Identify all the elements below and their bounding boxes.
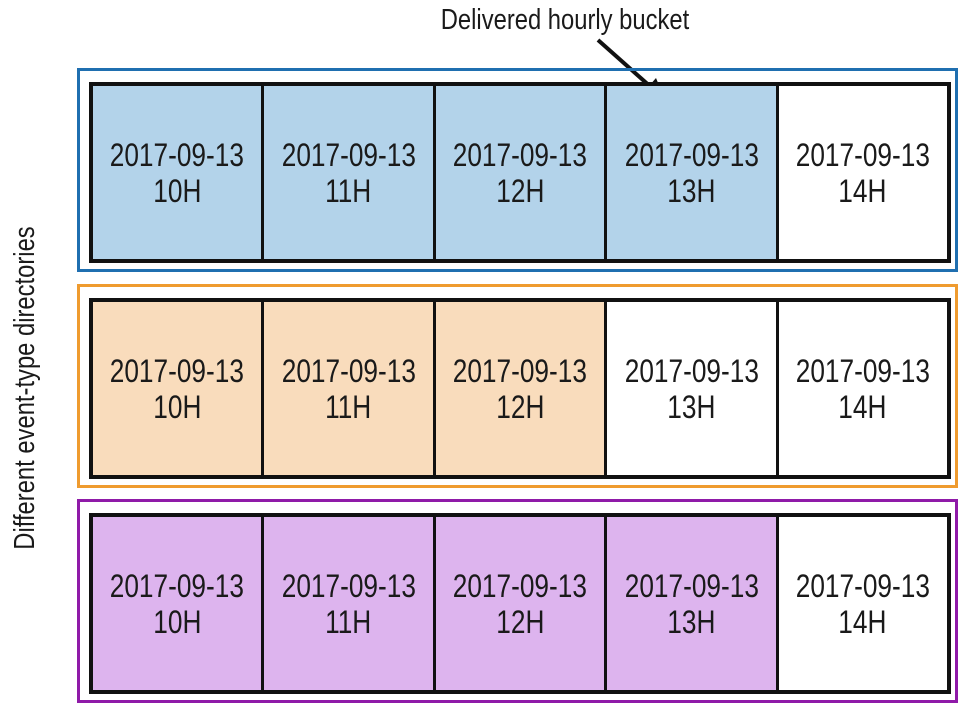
hourly-bucket: 2017-09-13 14H	[778, 302, 948, 475]
bucket-hour: 14H	[838, 388, 887, 425]
delivered-bucket-callout: Delivered hourly bucket	[440, 4, 690, 36]
bucket-hour: 11H	[325, 603, 372, 640]
event-type-directories-label: Different event-type directories	[9, 226, 41, 550]
hourly-bucket: 2017-09-13 13H	[607, 302, 779, 475]
bucket-hour: 12H	[495, 388, 545, 425]
bucket-date: 2017-09-13	[452, 567, 588, 604]
event-type-directory-2: 2017-09-13 10H 2017-09-13 11H 2017-09-13…	[77, 284, 958, 488]
event-type-directory-3: 2017-09-13 10H 2017-09-13 11H 2017-09-13…	[77, 499, 958, 703]
hourly-bucket: 2017-09-13 12H	[435, 302, 608, 475]
event-type-directory-1: 2017-09-13 10H 2017-09-13 11H 2017-09-13…	[77, 68, 958, 272]
bucket-hour: 11H	[325, 172, 372, 209]
hourly-bucket: 2017-09-13 13H	[607, 517, 779, 690]
hourly-bucket: 2017-09-13 10H	[93, 86, 265, 259]
hourly-bucket: 2017-09-13 13H	[607, 86, 779, 259]
hourly-bucket: 2017-09-13 12H	[435, 517, 608, 690]
bucket-date: 2017-09-13	[795, 567, 930, 604]
bucket-hour: 11H	[325, 388, 372, 425]
bucket-hour: 10H	[153, 172, 202, 209]
bucket-hour: 13H	[667, 603, 716, 640]
bucket-date: 2017-09-13	[795, 352, 930, 389]
bucket-hour: 10H	[153, 603, 202, 640]
hourly-bucket: 2017-09-13 14H	[778, 517, 948, 690]
bucket-date: 2017-09-13	[624, 136, 759, 173]
hourly-bucket: 2017-09-13 12H	[435, 86, 608, 259]
bucket-date: 2017-09-13	[281, 352, 416, 389]
bucket-date: 2017-09-13	[110, 352, 245, 389]
bucket-hour: 13H	[667, 172, 716, 209]
hourly-bucket: 2017-09-13 10H	[93, 517, 265, 690]
bucket-date: 2017-09-13	[110, 567, 245, 604]
bucket-hour: 12H	[495, 172, 545, 209]
bucket-hour: 14H	[838, 172, 887, 209]
hourly-bucket-row: 2017-09-13 10H 2017-09-13 11H 2017-09-13…	[89, 298, 951, 479]
bucket-date: 2017-09-13	[452, 136, 588, 173]
hourly-bucket: 2017-09-13 11H	[264, 302, 436, 475]
bucket-hour: 13H	[667, 388, 716, 425]
bucket-date: 2017-09-13	[795, 136, 930, 173]
bucket-date: 2017-09-13	[452, 352, 588, 389]
hourly-bucket: 2017-09-13 11H	[264, 517, 436, 690]
hourly-bucket-row: 2017-09-13 10H 2017-09-13 11H 2017-09-13…	[89, 82, 951, 263]
bucket-date: 2017-09-13	[281, 567, 416, 604]
bucket-date: 2017-09-13	[281, 136, 416, 173]
bucket-hour: 10H	[153, 388, 202, 425]
hourly-bucket-row: 2017-09-13 10H 2017-09-13 11H 2017-09-13…	[89, 513, 951, 694]
bucket-date: 2017-09-13	[624, 567, 759, 604]
hourly-bucket: 2017-09-13 14H	[778, 86, 948, 259]
hourly-bucket: 2017-09-13 10H	[93, 302, 265, 475]
hourly-bucket: 2017-09-13 11H	[264, 86, 436, 259]
bucket-hour: 12H	[495, 603, 545, 640]
bucket-date: 2017-09-13	[110, 136, 245, 173]
bucket-date: 2017-09-13	[624, 352, 759, 389]
bucket-hour: 14H	[838, 603, 887, 640]
